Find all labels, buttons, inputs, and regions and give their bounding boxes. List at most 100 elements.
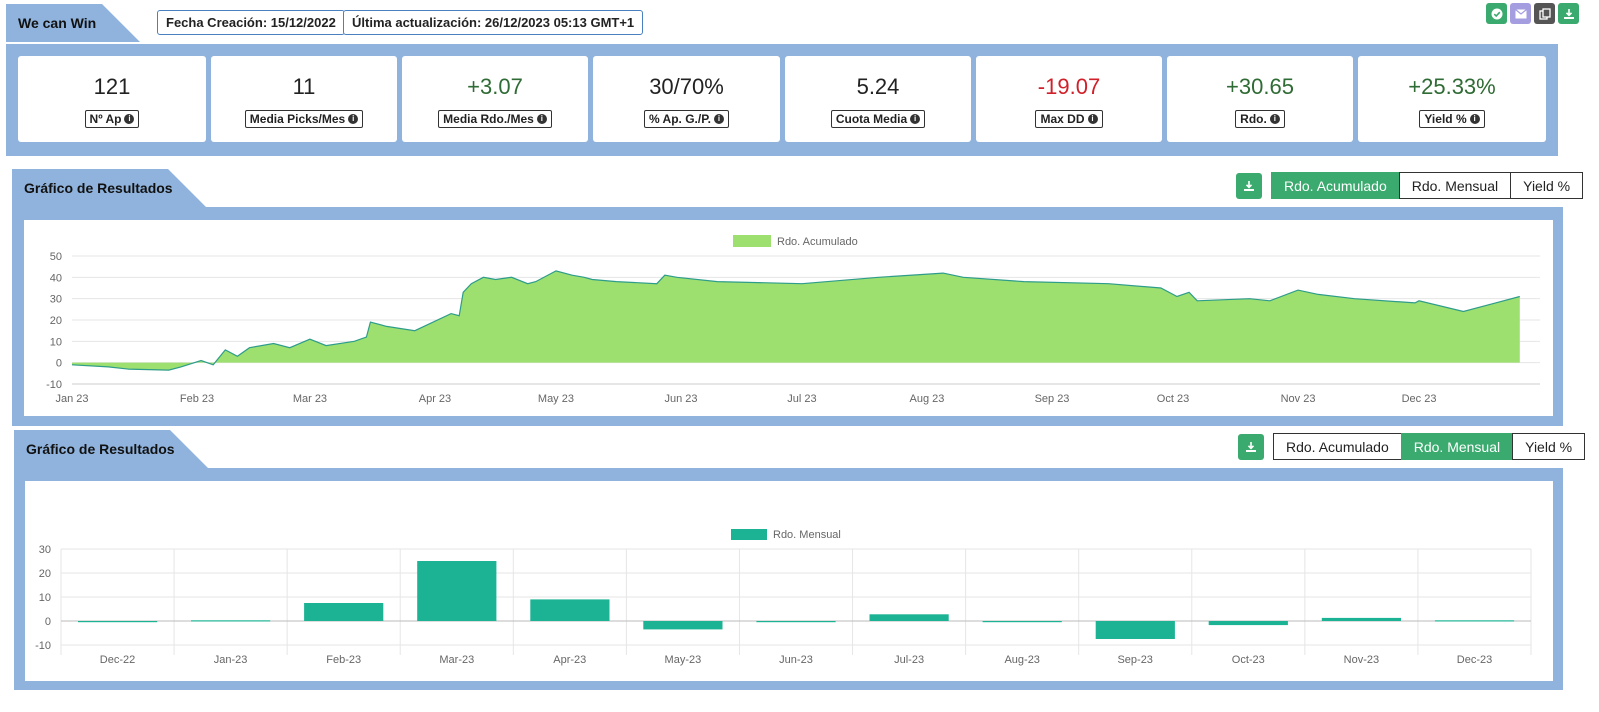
chart1-panel: Rdo. Acumulado 50 40 30 20 10 0 -10 Jan 23 Feb 23… <box>12 207 1563 426</box>
stat-card: 5.24 Cuota Media i <box>785 56 971 142</box>
stat-value: +3.07 <box>467 74 523 99</box>
y-tick-label: 20 <box>50 315 62 327</box>
stat-label[interactable]: Rdo. i <box>1235 110 1285 128</box>
stat-card: 30/70% % Ap. G./P. i <box>593 56 780 142</box>
x-tick-label: Jul 23 <box>787 393 816 405</box>
chart2-download-icon[interactable] <box>1238 433 1264 460</box>
stat-label[interactable]: Max DD i <box>1035 110 1103 128</box>
bar <box>530 599 610 621</box>
tab-rdo-acumulado[interactable]: Rdo. Acumulado <box>1273 433 1402 460</box>
x-tick-label: Apr 23 <box>419 393 451 405</box>
stat-value: -19.07 <box>1037 74 1101 99</box>
bar <box>869 614 949 621</box>
y-tick-label: 20 <box>39 568 51 580</box>
x-tick-label: Jan-23 <box>214 654 248 666</box>
y-tick-label: 40 <box>50 272 62 284</box>
last-update-badge: Última actualización: 26/12/2023 05:13 G… <box>343 10 644 35</box>
x-tick-label: Mar-23 <box>439 654 474 666</box>
stat-value: 11 <box>292 74 316 99</box>
stat-card: +30.65 Rdo. i <box>1167 56 1353 142</box>
section-title: Gráfico de Resultados <box>24 180 173 196</box>
stat-label[interactable]: Media Rdo./Mes i <box>438 110 552 128</box>
y-tick-label: -10 <box>46 379 62 391</box>
stat-label-text: % Ap. G./P. <box>648 112 711 126</box>
chart1-controls: Rdo. Acumulado Rdo. Mensual Yield % <box>1236 172 1584 199</box>
download-icon[interactable] <box>1558 3 1579 24</box>
tab-rdo-mensual[interactable]: Rdo. Mensual <box>1400 433 1514 460</box>
stat-value: 5.24 <box>856 74 900 99</box>
bar <box>1321 617 1401 621</box>
x-tick-label: Jul-23 <box>894 654 924 666</box>
y-tick-label: 30 <box>39 544 51 556</box>
x-tick-label: Oct 23 <box>1157 393 1189 405</box>
stat-value: 30/70% <box>649 74 724 99</box>
stat-label[interactable]: % Ap. G./P. i <box>643 110 729 128</box>
legend-label: Rdo. Mensual <box>773 529 841 541</box>
stat-label-text: Cuota Media <box>835 112 908 126</box>
bar <box>417 561 497 621</box>
bar <box>643 621 723 630</box>
stat-label-text: Nº Ap <box>89 112 122 126</box>
y-tick-label: 10 <box>50 336 62 348</box>
chart1-download-icon[interactable] <box>1236 172 1262 199</box>
info-icon: i <box>348 114 359 124</box>
chart2-box: Rdo. Mensual 30 20 10 0 -10 Dec-22 Jan-23 Feb-23… <box>25 481 1553 681</box>
creation-date-badge: Fecha Creación: 15/12/2022 <box>157 10 345 35</box>
stat-label-text: Rdo. <box>1240 112 1267 126</box>
x-tick-label: Nov 23 <box>1281 393 1316 405</box>
x-tick-label: Dec-23 <box>1457 654 1492 666</box>
stat-value: +25.33% <box>1408 74 1496 99</box>
info-icon: i <box>1469 114 1480 124</box>
bar <box>1095 621 1175 639</box>
bar <box>756 621 836 623</box>
x-tick-label: Aug 23 <box>910 393 945 405</box>
stat-label-text: Max DD <box>1040 112 1085 126</box>
x-tick-label: Feb-23 <box>326 654 361 666</box>
copy-icon[interactable] <box>1534 3 1555 24</box>
tab-yield[interactable]: Yield % <box>1510 172 1584 199</box>
mail-icon[interactable] <box>1510 3 1531 24</box>
x-tick-label: May-23 <box>665 654 702 666</box>
stat-label[interactable]: Nº Ap i <box>84 110 140 128</box>
stat-label-text: Yield % <box>1424 112 1467 126</box>
stat-label-text: Media Rdo./Mes <box>443 112 534 126</box>
info-icon: i <box>714 114 724 124</box>
stat-card: 121 Nº Ap i <box>18 56 206 142</box>
info-icon: i <box>124 114 135 124</box>
x-tick-label: Dec 23 <box>1402 393 1437 405</box>
chart2-controls: Rdo. Acumulado Rdo. Mensual Yield % <box>1238 433 1586 460</box>
stat-value: 121 <box>93 74 131 99</box>
bar <box>304 603 384 621</box>
y-tick-label: 0 <box>56 358 62 370</box>
stat-label[interactable]: Yield % i <box>1419 110 1485 128</box>
top-toolbar <box>1486 3 1579 24</box>
info-icon: i <box>1087 114 1098 124</box>
stat-card: -19.07 Max DD i <box>976 56 1162 142</box>
monthly-bar-chart: Rdo. Mensual 30 20 10 0 -10 Dec-22 Jan-23 Feb-23… <box>35 529 1532 666</box>
tab-rdo-acumulado[interactable]: Rdo. Acumulado <box>1271 172 1400 199</box>
stat-label[interactable]: Media Picks/Mes i <box>244 110 364 128</box>
y-tick-label: 0 <box>45 616 51 628</box>
legend-swatch <box>733 235 771 247</box>
info-icon: i <box>536 114 547 124</box>
x-tick-label: Dec-22 <box>100 654 135 666</box>
stat-card: 11 Media Picks/Mes i <box>211 56 397 142</box>
x-tick-label: Nov-23 <box>1344 654 1379 666</box>
series-line <box>71 270 1520 371</box>
stat-value: +30.65 <box>1226 74 1294 99</box>
x-tick-label: Mar 23 <box>293 393 327 405</box>
tab-rdo-mensual[interactable]: Rdo. Mensual <box>1398 172 1512 199</box>
y-tick-label: 10 <box>39 592 51 604</box>
info-icon: i <box>910 114 921 124</box>
stat-card: +3.07 Media Rdo./Mes i <box>402 56 588 142</box>
stat-label[interactable]: Cuota Media i <box>830 110 926 128</box>
bar <box>982 621 1062 623</box>
check-icon[interactable] <box>1486 3 1507 24</box>
bar <box>78 621 158 623</box>
x-tick-label: Jun 23 <box>664 393 697 405</box>
y-tick-label: 30 <box>50 294 62 306</box>
app-title: We can Win <box>18 15 97 31</box>
legend-label: Rdo. Acumulado <box>777 236 858 248</box>
tab-yield[interactable]: Yield % <box>1512 433 1586 460</box>
cumulative-area-chart: Rdo. Acumulado 50 40 30 20 10 0 -10 Jan 23 Feb 23… <box>46 235 1540 405</box>
